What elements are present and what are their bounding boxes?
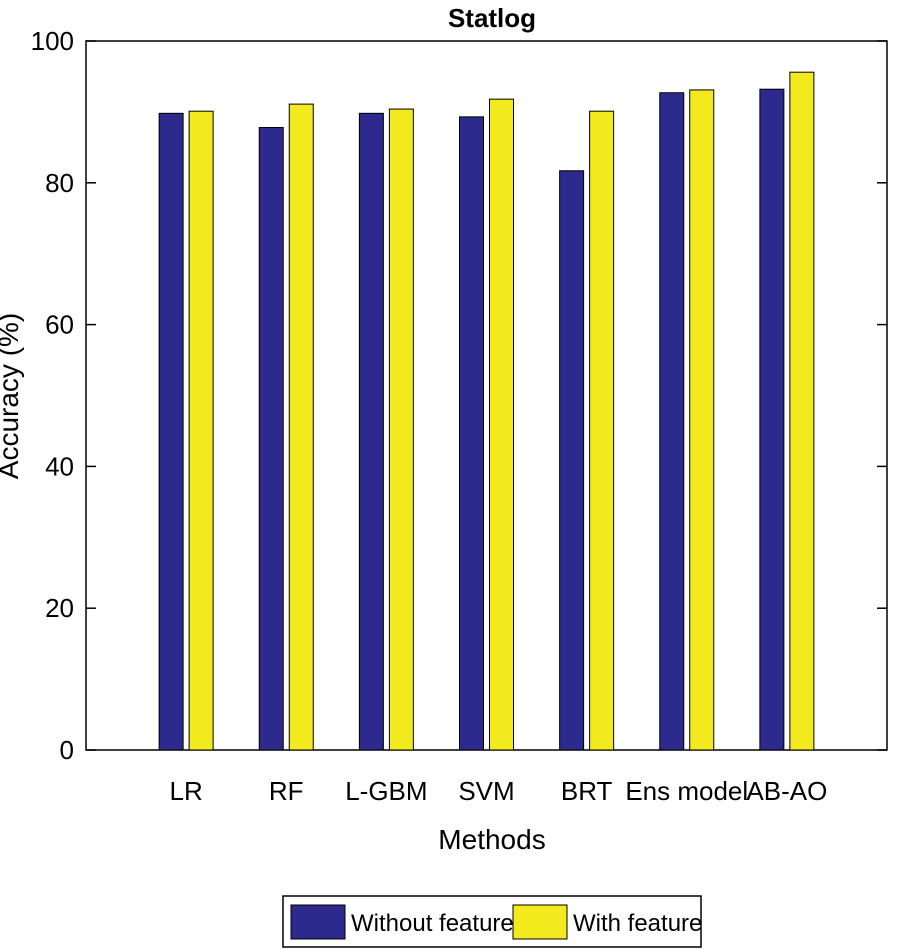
bar-brt-with-feature xyxy=(589,110,615,751)
y-axis-title: Accuracy (%) xyxy=(0,313,24,479)
legend-label-with-feature: With feature xyxy=(573,910,702,937)
x-tick-label-lr: LR xyxy=(170,776,203,806)
y-tick-label: 0 xyxy=(60,735,74,765)
bar-rf-without-feature xyxy=(258,126,284,751)
legend-swatch-with-feature xyxy=(512,904,568,940)
bar-brt-without-feature xyxy=(559,170,585,751)
bar-svm-without-feature xyxy=(459,116,484,751)
x-tick-label-l-gbm: L-GBM xyxy=(345,776,427,806)
legend-swatch-without-feature xyxy=(290,904,346,940)
legend-label-without-feature: Without feature xyxy=(351,910,514,937)
bar-svm-with-feature xyxy=(489,98,514,751)
y-tick-label: 100 xyxy=(31,26,74,56)
bar-ens-model-with-feature xyxy=(689,89,715,751)
plot-area xyxy=(85,40,888,751)
x-tick-label-ab-ao: AB-AO xyxy=(746,776,827,806)
x-tick-label-ens-model: Ens model xyxy=(625,776,748,806)
legend-box xyxy=(282,895,702,948)
bar-ab-ao-with-feature xyxy=(789,71,815,751)
y-tick-label: 60 xyxy=(45,310,74,340)
x-tick-label-brt: BRT xyxy=(561,776,613,806)
x-axis-title: Methods xyxy=(438,824,545,855)
legend: Without feature With feature xyxy=(282,895,702,948)
bar-rf-with-feature xyxy=(288,103,314,751)
chart-title: Statlog xyxy=(448,3,536,33)
y-tick-label: 80 xyxy=(45,168,74,198)
x-tick-label-rf: RF xyxy=(269,776,304,806)
bar-l-gbm-with-feature xyxy=(388,108,414,751)
bar-lr-without-feature xyxy=(158,112,184,751)
y-tick-label: 40 xyxy=(45,451,74,481)
bar-ens-model-without-feature xyxy=(659,92,685,751)
x-tick-label-svm: SVM xyxy=(458,776,514,806)
bar-l-gbm-without-feature xyxy=(358,112,384,751)
y-tick-label: 20 xyxy=(45,593,74,623)
plot-frame xyxy=(85,40,888,751)
bars xyxy=(158,71,815,751)
y-axis-ticks: 0 20 40 60 80 100 xyxy=(31,26,887,765)
bar-lr-with-feature xyxy=(188,110,214,751)
bar-ab-ao-without-feature xyxy=(759,88,785,751)
